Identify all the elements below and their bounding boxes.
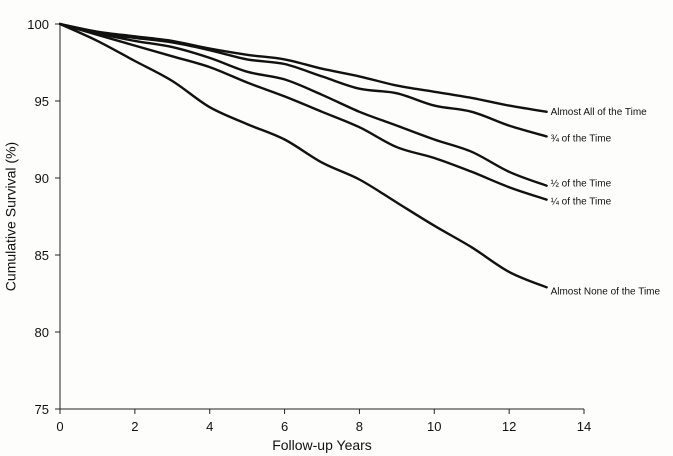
series-end-label: Almost None of the Time <box>551 286 661 297</box>
y-tick-label: 85 <box>35 248 49 263</box>
x-axis-title: Follow-up Years <box>272 437 372 453</box>
ticks: 0 2 4 6 8 10 12 14 75 80 85 90 95 100 <box>27 17 591 434</box>
series-end-label: ¼ of the Time <box>551 196 612 208</box>
x-tick-label: 14 <box>577 419 591 434</box>
series-end-label: Almost All of the Time <box>551 107 648 118</box>
series-end-label: ¾ of the Time <box>551 133 612 144</box>
x-tick-label: 2 <box>131 419 138 434</box>
x-tick-label: 4 <box>206 419 213 434</box>
x-tick-label: 12 <box>502 419 516 434</box>
series-line <box>58 22 548 113</box>
y-tick-label: 95 <box>35 94 49 109</box>
y-tick-label: 100 <box>27 17 49 32</box>
series-labels: Almost All of the Time ¾ of the Time ½ of … <box>551 107 661 298</box>
y-tick-label: 80 <box>35 325 49 340</box>
series-end-label: ½ of the Time <box>551 179 612 190</box>
y-axis-title: Cumulative Survival (%) <box>3 142 19 291</box>
y-tick-label: 90 <box>35 171 49 186</box>
series-lines <box>58 22 548 289</box>
series-line <box>58 22 548 187</box>
x-tick-label: 8 <box>356 419 363 434</box>
series-line <box>58 22 548 138</box>
x-tick-label: 0 <box>56 419 63 434</box>
series-line <box>58 22 548 201</box>
axes <box>59 24 584 410</box>
series-line <box>58 22 548 289</box>
x-tick-label: 10 <box>427 419 441 434</box>
y-tick-label: 75 <box>35 402 49 417</box>
x-tick-label: 6 <box>281 419 288 434</box>
